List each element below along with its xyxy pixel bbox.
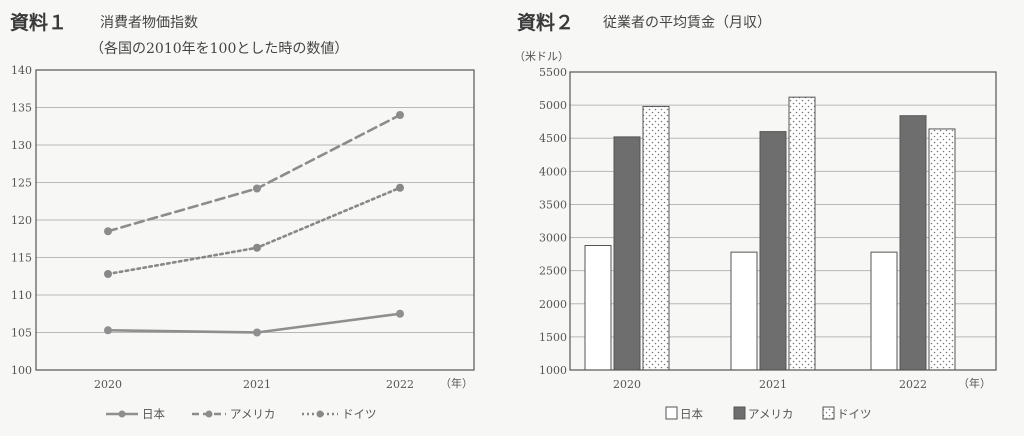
chart2-bar	[613, 136, 641, 371]
chart1-x-ticks: 2020 2021 2022	[94, 378, 414, 391]
chart1-series-line-1	[106, 113, 402, 233]
chart2-bar	[788, 96, 816, 371]
chart2-legend-usa-swatch	[733, 406, 746, 420]
chart2-legend-usa: アメリカ	[733, 406, 793, 421]
chart1-y-tick-label: 135	[11, 102, 32, 115]
chart2-x-tick-label: 2020	[613, 378, 641, 391]
chart2-y-tick-label: 3000	[539, 232, 567, 245]
chart2-legend-japan-label: 日本	[680, 407, 703, 421]
chart2-bar	[870, 251, 898, 371]
chart1-series-line-2	[106, 186, 402, 276]
chart1-legend-usa-marker	[205, 410, 213, 418]
chart1-label: 資料１	[10, 11, 67, 34]
chart1-series-line-0	[106, 312, 402, 334]
chart1-legend-japan-marker	[118, 410, 126, 418]
chart1-y-tick-label: 130	[11, 139, 32, 152]
chart1-subtitle: （各国の2010年を100とした時の数値）	[90, 41, 348, 57]
chart1-legend-germany-label: ドイツ	[342, 407, 377, 421]
chart2-y-tick-label: 3500	[539, 198, 567, 211]
chart2-y-tick-label: 5000	[539, 99, 567, 112]
chart2-y-tick-label: 1500	[539, 331, 567, 344]
chart2-y-ticks: 1000 1500 2000 2500 3000 3500 4000 4500 5000 5500	[539, 66, 567, 377]
chart2-y-tick-label: 2000	[539, 298, 567, 311]
chart2-bar	[759, 131, 787, 371]
chart2-y-tick-label: 1000	[539, 364, 567, 377]
chart1-legend-japan: 日本	[106, 407, 165, 421]
chart2-bar	[730, 251, 758, 371]
chart1-x-tick-label: 2022	[386, 378, 414, 391]
chart1-legend-germany-marker	[316, 410, 324, 418]
chart1-series-point	[396, 183, 404, 192]
chart2-bar	[899, 115, 927, 371]
chart2-bars	[584, 96, 956, 371]
chart1-series-point	[104, 270, 112, 278]
chart1-y-tick-label: 120	[11, 214, 32, 227]
chart1-y-tick-label: 105	[11, 327, 32, 340]
chart1-x-tick-label: 2020	[94, 378, 122, 391]
chart1-y-tick-label: 115	[11, 252, 32, 265]
chart2-legend-japan-swatch	[665, 406, 678, 420]
chart1-y-tick-label: 110	[11, 289, 32, 302]
chart1-series-point	[104, 227, 112, 236]
chart2-legend-germany-label: ドイツ	[837, 407, 872, 421]
chart1-gridlines	[36, 107, 474, 333]
chart1-series-point	[253, 328, 261, 337]
chart2-legend-japan: 日本	[665, 406, 703, 421]
chart2-plot-frame	[569, 71, 997, 371]
chart2-y-tick-label: 4500	[539, 132, 567, 145]
chart1-series-point	[253, 243, 261, 252]
chart1-legend-germany: ドイツ	[302, 407, 377, 421]
chart2-legend: 日本 アメリカ ドイツ	[665, 406, 872, 421]
chart1-title: 消費者物価指数	[100, 15, 198, 31]
chart1-legend-usa: アメリカ	[192, 407, 275, 421]
chart1-series-point	[104, 326, 112, 335]
chart2-legend-germany: ドイツ	[822, 406, 872, 421]
chart2-y-unit: （米ドル）	[514, 50, 569, 63]
chart2-x-tick-label: 2021	[759, 378, 787, 391]
chart2-legend-germany-swatch	[822, 406, 835, 420]
chart2-label: 資料２	[517, 11, 574, 34]
chart2-y-tick-label: 5500	[539, 66, 567, 79]
chart1-y-tick-label: 125	[11, 177, 32, 190]
chart1-legend-japan-label: 日本	[142, 407, 165, 421]
chart1-y-ticks: 100 105 110 115 120 125 130 135 140	[11, 64, 32, 377]
chart1-series	[104, 111, 404, 337]
chart2-bar	[928, 128, 956, 371]
chart1-x-unit: （年）	[440, 376, 473, 390]
chart2-y-tick-label: 4000	[539, 165, 567, 178]
chart2-bar	[642, 105, 670, 371]
chart1-series-point	[396, 309, 404, 318]
chart2-title: 従業者の平均賃金（月収）	[603, 15, 771, 31]
chart1-y-tick-label: 100	[11, 364, 32, 377]
chart2-x-tick-label: 2022	[899, 378, 927, 391]
chart2-x-unit: （年）	[958, 376, 991, 390]
chart1-plot-frame	[35, 69, 475, 371]
chart1-series-point	[396, 111, 404, 119]
chart2-y-tick-label: 2500	[539, 265, 567, 278]
chart1-y-tick-label: 140	[11, 64, 32, 77]
chart1-legend: 日本 アメリカ ドイツ	[106, 407, 377, 421]
chart2-bar	[584, 245, 612, 371]
chart2-legend-usa-label: アメリカ	[748, 407, 793, 421]
chart2-x-ticks: 2020 2021 2022	[613, 378, 927, 391]
chart1-legend-usa-label: アメリカ	[230, 407, 275, 421]
chart1-series-point	[253, 184, 261, 193]
chart1-x-tick-label: 2021	[243, 378, 271, 391]
